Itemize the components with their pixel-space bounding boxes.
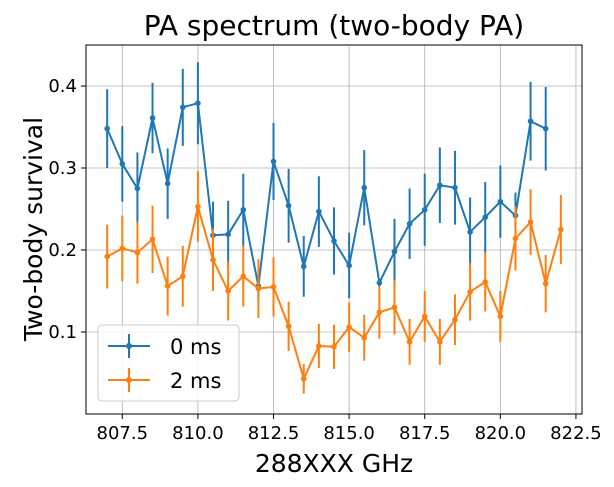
data-point — [255, 285, 262, 292]
data-point — [119, 161, 126, 167]
data-point — [558, 226, 564, 233]
data-point — [270, 284, 277, 290]
data-point — [164, 283, 171, 289]
data-point — [421, 207, 428, 213]
data-point — [300, 375, 307, 382]
data-point — [149, 236, 156, 243]
data-point — [300, 263, 307, 270]
y-tick-label: 0.3 — [48, 158, 77, 179]
legend-entry: 2 ms — [108, 368, 221, 393]
data-point — [119, 245, 126, 252]
data-point — [512, 235, 519, 242]
data-point — [542, 280, 549, 287]
legend-box — [97, 324, 240, 402]
x-tick-label: 812.5 — [248, 423, 300, 444]
y-axis-title: Two-body survival — [19, 117, 48, 342]
data-point — [527, 219, 534, 225]
data-point — [437, 182, 443, 189]
data-point — [346, 262, 352, 269]
data-point — [391, 304, 398, 311]
x-tick-label: 820.0 — [475, 423, 527, 444]
data-point — [437, 339, 443, 345]
data-point — [179, 273, 186, 280]
data-point — [376, 309, 383, 316]
data-point — [452, 316, 458, 323]
data-point — [104, 253, 110, 260]
data-point — [331, 238, 337, 244]
series-1 — [104, 171, 564, 394]
y-tick-label: 0.4 — [48, 76, 77, 97]
data-point — [210, 257, 216, 263]
data-point — [285, 323, 292, 330]
data-point — [482, 279, 489, 285]
data-point — [316, 343, 322, 349]
data-point — [104, 125, 110, 132]
data-point — [240, 207, 247, 213]
x-tick-label: 810.0 — [172, 423, 224, 444]
data-point — [467, 289, 473, 295]
x-tick-label: 815.0 — [323, 423, 375, 444]
data-point — [406, 220, 413, 227]
data-point — [270, 158, 277, 165]
x-tick-label: 822.5 — [550, 423, 602, 444]
data-point — [391, 248, 398, 255]
data-point — [331, 343, 337, 350]
data-point — [285, 202, 292, 209]
legend-marker — [126, 377, 132, 383]
data-point — [452, 184, 458, 191]
legend-marker — [126, 343, 132, 349]
y-tick-label: 0.2 — [48, 240, 77, 261]
data-point — [316, 208, 322, 215]
data-point — [225, 231, 231, 238]
data-point — [164, 180, 171, 187]
data-point — [406, 339, 413, 345]
plot-frame — [85, 44, 583, 415]
data-point — [421, 313, 428, 320]
legend-label: 2 ms — [170, 369, 221, 393]
legend-label: 0 ms — [170, 335, 221, 359]
data-point — [179, 104, 186, 111]
data-point — [134, 249, 141, 256]
data-point — [482, 214, 489, 220]
data-point — [497, 313, 504, 320]
legend: 0 ms 2 ms — [97, 324, 240, 402]
data-point — [195, 203, 201, 210]
axis-ticks: 807.5 810.0 812.5 815.0 817.5 820.0 822.5 0.1 0.… — [48, 76, 601, 444]
x-tick-label: 807.5 — [97, 423, 149, 444]
x-axis-title: 288XXX GHz — [255, 449, 413, 478]
data-series — [104, 62, 564, 394]
series-0 — [104, 62, 549, 299]
x-tick-label: 817.5 — [399, 423, 451, 444]
data-point — [240, 273, 247, 280]
data-point — [467, 229, 473, 235]
data-point — [497, 198, 504, 205]
data-point — [542, 125, 549, 132]
data-point — [225, 288, 231, 294]
data-point — [376, 280, 383, 286]
data-point — [134, 185, 141, 192]
series-line — [106, 102, 547, 288]
data-point — [527, 118, 534, 125]
y-tick-label: 0.1 — [48, 322, 77, 343]
data-point — [361, 184, 368, 191]
data-point — [149, 115, 156, 121]
chart-title: PA spectrum (two-body PA) — [144, 9, 524, 42]
legend-entry: 0 ms — [108, 334, 221, 359]
data-point — [361, 334, 368, 341]
data-point — [195, 100, 201, 107]
data-point — [346, 324, 352, 330]
